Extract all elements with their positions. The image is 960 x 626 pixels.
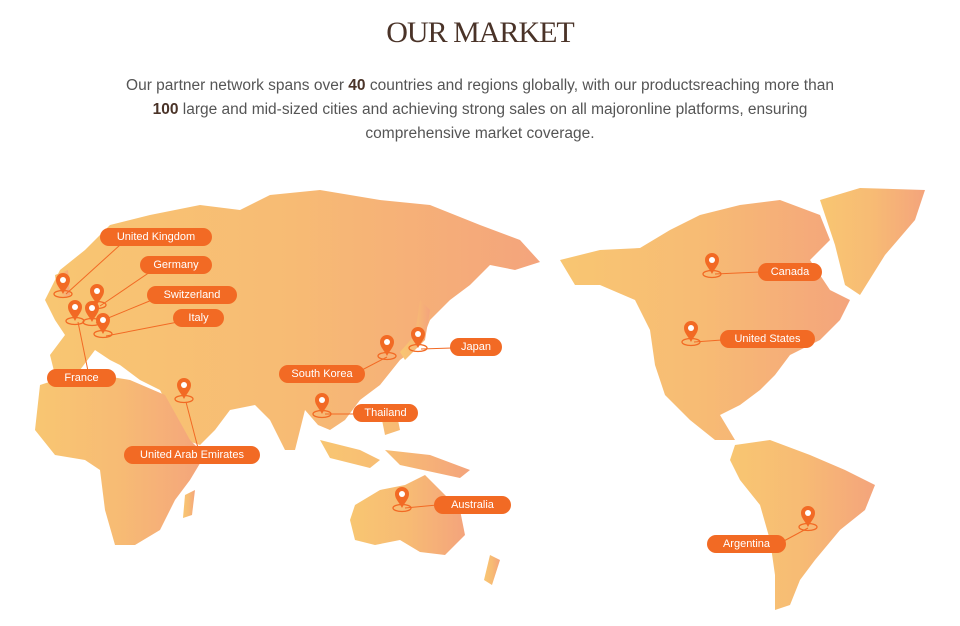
map-pin-icon[interactable] — [65, 300, 85, 326]
market-label[interactable]: Japan — [450, 338, 502, 356]
market-label[interactable]: Australia — [434, 496, 511, 514]
market-label[interactable]: South Korea — [279, 365, 365, 383]
intro-part: countries and regions globally, with our… — [365, 77, 834, 94]
connector-lines — [65, 244, 809, 543]
country-count: 40 — [348, 77, 366, 94]
africa — [35, 372, 205, 545]
intro-text: Our partner network spans over 40 countr… — [120, 74, 840, 146]
greenland — [820, 188, 925, 295]
market-label[interactable]: Italy — [173, 309, 224, 327]
pins — [53, 253, 818, 532]
map-pin-icon[interactable] — [392, 487, 412, 513]
map-pin-icon[interactable] — [681, 321, 701, 347]
australia — [350, 475, 465, 555]
market-label[interactable]: France — [47, 369, 116, 387]
market-label[interactable]: Canada — [758, 263, 822, 281]
map-pin-icon[interactable] — [377, 335, 397, 361]
madagascar — [183, 490, 195, 518]
intro-part: Our partner network spans over — [126, 77, 349, 94]
market-label[interactable]: Argentina — [707, 535, 786, 553]
new-zealand — [484, 555, 500, 585]
map-pin-icon[interactable] — [702, 253, 722, 279]
map-pin-icon[interactable] — [174, 378, 194, 404]
map-pin-icon[interactable] — [798, 506, 818, 532]
map-pin-icon[interactable] — [53, 273, 73, 299]
map-pin-icon[interactable] — [408, 327, 428, 353]
north-america — [560, 200, 850, 440]
map-pin-icon[interactable] — [312, 393, 332, 419]
market-label[interactable]: United Kingdom — [100, 228, 212, 246]
islands — [320, 405, 470, 478]
continents — [35, 188, 925, 610]
market-label[interactable]: Thailand — [353, 404, 418, 422]
market-label[interactable]: Switzerland — [147, 286, 237, 304]
intro-part: large and mid-sized cities and achieving… — [178, 101, 808, 142]
market-label[interactable]: United Arab Emirates — [124, 446, 260, 464]
eurasia — [45, 190, 540, 450]
market-label[interactable]: Germany — [140, 256, 212, 274]
south-america — [730, 440, 875, 610]
city-count: 100 — [152, 101, 179, 118]
japan — [400, 300, 430, 360]
map-pin-icon[interactable] — [93, 313, 113, 339]
market-label[interactable]: United States — [720, 330, 815, 348]
page-title: OUR MARKET — [386, 16, 575, 49]
